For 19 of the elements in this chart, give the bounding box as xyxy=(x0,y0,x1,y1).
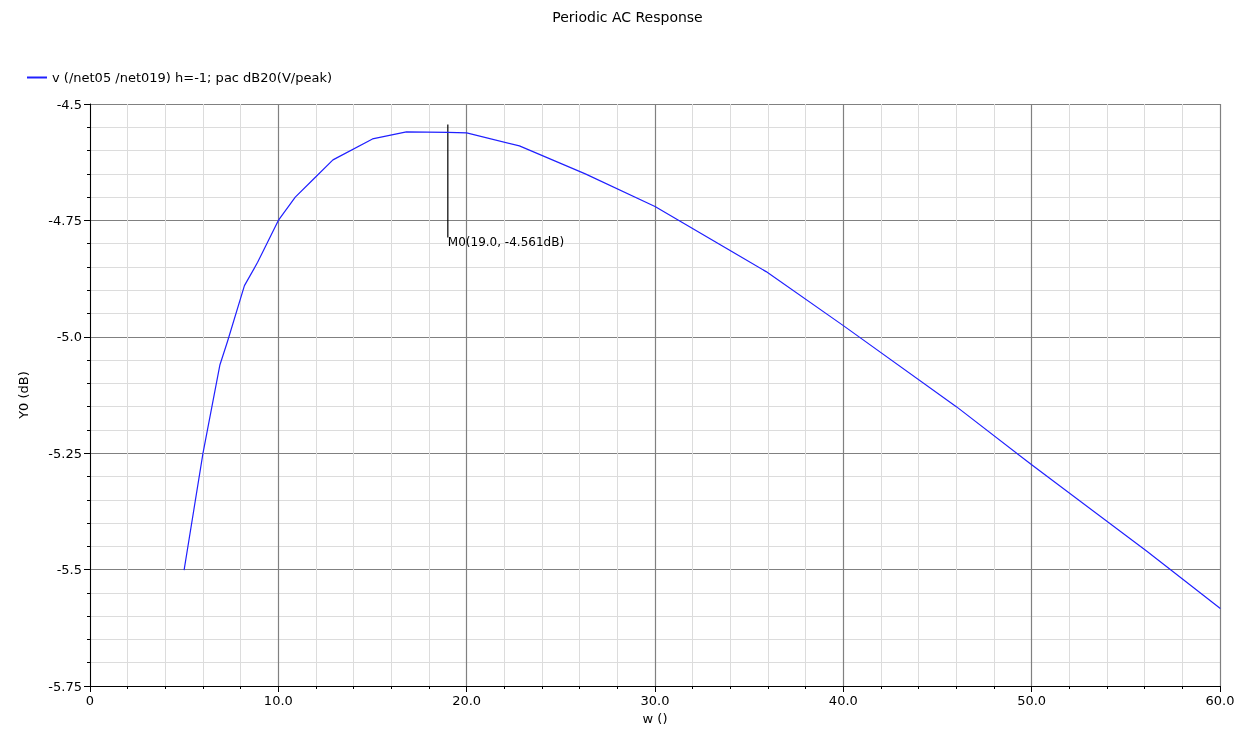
legend-label: v (/net05 /net019) h=-1; pac dB20(V/peak) xyxy=(52,70,332,85)
y-tick-label: -4.75 xyxy=(48,212,82,228)
annotation: M0(19.0, -4.561dB) xyxy=(447,235,565,250)
x-tick-label: 0 xyxy=(85,693,95,708)
y-tick-label: -5.5 xyxy=(56,562,82,578)
x-tick-label: 20.0 xyxy=(452,693,482,708)
y-axis-title: Y0 (dB) xyxy=(16,371,31,420)
x-tick-label: 30.0 xyxy=(640,693,670,708)
y-tick-label: -5.0 xyxy=(56,329,82,345)
x-tick-label: 40.0 xyxy=(828,693,858,708)
x-tick-label: 60.0 xyxy=(1205,693,1235,708)
chart-title: Periodic AC Response xyxy=(552,9,703,25)
y-tick-label: -5.75 xyxy=(48,678,82,694)
x-tick-label: 10.0 xyxy=(263,693,293,708)
x-tick-label: 50.0 xyxy=(1017,693,1047,708)
line-series xyxy=(183,131,1221,609)
y-tick-label: -5.25 xyxy=(48,445,82,461)
y-tick-label: -4.5 xyxy=(56,96,82,112)
x-axis-title: w () xyxy=(642,710,668,726)
